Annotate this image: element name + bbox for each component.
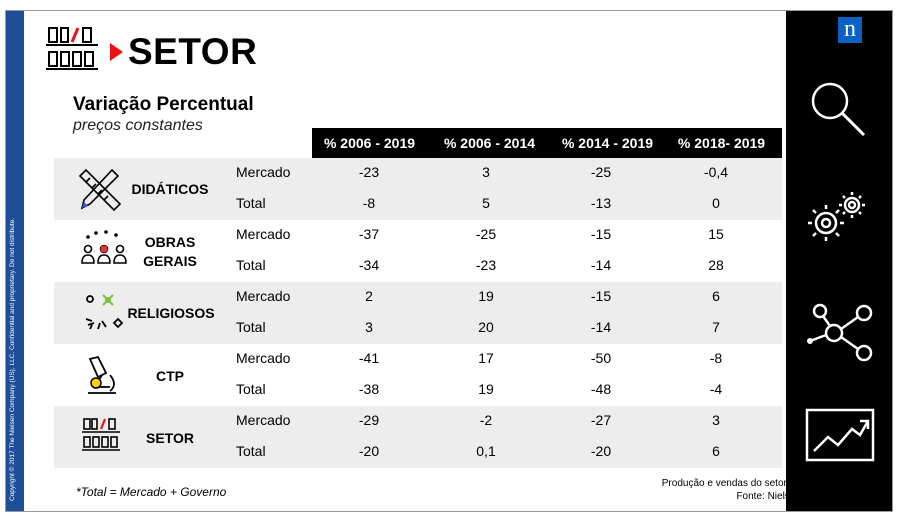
category-band [54,282,782,344]
category-band [54,158,782,220]
row-label: Total [236,257,266,273]
table-cell: 15 [708,226,724,242]
table-cell: 3 [482,164,490,180]
column-header: % 2006 - 2019 [323,135,416,151]
category-label: SETOR [146,430,194,446]
table-cell: -20 [358,443,380,459]
table-title: Variação Percentual [73,94,254,115]
table-cell: -38 [358,381,380,397]
category-label: GERAIS [143,253,197,269]
table-cell: -25 [590,164,612,180]
table-subtitle: preços constantes [73,117,203,134]
table-cell: -8 [709,350,723,366]
source-line: Produção e vendas do setor editorial bra… [661,478,868,489]
table-cell: -14 [590,319,612,335]
table-cell: -4 [709,381,723,397]
nielsen-logo: n [838,17,862,43]
category-label: OBRAS [144,234,196,250]
table-cell: 19 [478,288,494,304]
table-cell: 3 [365,319,373,335]
category-label: DIDÁTICOS [131,181,209,197]
column-header: % 2018- 2019 [677,135,766,151]
row-label: Mercado [236,350,291,366]
table-cell: 5 [482,195,490,211]
table-cell: 0 [712,195,720,211]
copyright-text: Copyright © 2017 The Nielsen Company (US… [9,217,16,501]
bookshelf-icon [46,27,98,70]
table-cell: 28 [708,257,724,273]
page-title: SETOR [128,31,258,72]
gears-icon [808,192,865,241]
table-cell: -15 [590,288,612,304]
table-cell: -2 [479,412,493,428]
table-cell: -14 [590,257,612,273]
category-band [54,406,782,468]
magnifier-icon [811,82,866,137]
table-cell: -41 [358,350,380,366]
table-cell: 17 [478,350,494,366]
pencil-ruler-icon [78,168,122,212]
trend-chart-icon [805,408,875,462]
table-cell: -15 [590,226,612,242]
religion-symbols-icon [85,294,124,330]
table-cell: 3 [712,412,720,428]
row-label: Total [236,381,266,397]
table-cell: 20 [478,319,494,335]
table-cell: 0,1 [476,443,496,459]
network-icon [807,303,873,362]
table-cell: -8 [362,195,376,211]
table-cell: -13 [590,195,612,211]
table-cell: -34 [358,257,380,273]
table-cell: -23 [358,164,380,180]
table-cell: 19 [478,381,494,397]
table-cell: -29 [358,412,380,428]
row-label: Total [236,319,266,335]
column-header: % 2006 - 2014 [443,135,536,151]
row-label: Mercado [236,412,291,428]
row-label: Mercado [236,288,291,304]
table-cell: 2 [365,288,373,304]
side-panel [786,11,892,511]
table-cell: -0,4 [703,164,729,180]
microscope-icon [88,355,116,394]
table-cell: -23 [475,257,497,273]
bookshelf-icon [82,418,120,451]
table-cell: -37 [358,226,380,242]
slide: Copyright © 2017 The Nielsen Company (US… [5,10,893,512]
table-cell: 6 [712,443,720,459]
table-header: % 2006 - 2019 % 2006 - 2014 % 2014 - 201… [312,128,782,158]
category-label: CTP [156,368,184,384]
footnote: *Total = Mercado + Governo [76,485,227,499]
column-header: % 2014 - 2019 [561,135,654,151]
row-label: Mercado [236,164,291,180]
table-cell: -20 [590,443,612,459]
copyright-band: Copyright © 2017 The Nielsen Company (US… [6,11,24,511]
people-icon [81,230,127,264]
table-cell: -27 [590,412,612,428]
title-arrow-icon [110,43,123,61]
table-cell: -25 [475,226,497,242]
category-label: RELIGIOSOS [127,305,215,321]
table-cell: 6 [712,288,720,304]
table-cell: -50 [590,350,612,366]
table-cell: 7 [712,319,720,335]
row-label: Total [236,443,266,459]
table-cell: -48 [590,381,612,397]
row-label: Total [236,195,266,211]
row-label: Mercado [236,226,291,242]
